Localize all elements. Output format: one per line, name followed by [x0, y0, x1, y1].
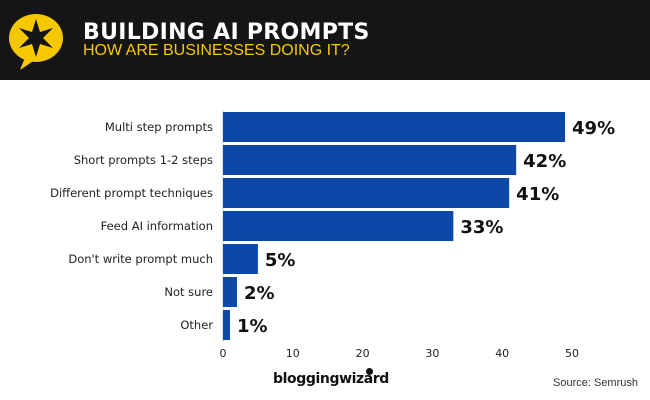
- category-label: Not sure: [164, 285, 213, 299]
- data-label: 41%: [516, 184, 559, 205]
- chart-subtitle: HOW ARE BUSINESSES DOING IT?: [83, 42, 350, 59]
- data-label: 1%: [237, 316, 268, 337]
- bar: [223, 277, 237, 307]
- x-tick-label: 40: [495, 347, 509, 360]
- x-tick-label: 50: [565, 347, 579, 360]
- bar: [223, 145, 517, 175]
- category-label: Don't write prompt much: [68, 252, 213, 266]
- x-tick-label: 20: [356, 347, 370, 360]
- category-label: Short prompts 1-2 steps: [74, 153, 213, 167]
- bar-chart: Multi step prompts 49% Short prompts 1-2 s…: [50, 110, 615, 360]
- x-tick-label: 30: [425, 347, 439, 360]
- chart-title: BUILDING AI PROMPTS: [83, 20, 370, 45]
- category-label: Multi step prompts: [105, 120, 213, 134]
- bar: [223, 178, 510, 208]
- x-tick-label: 10: [286, 347, 300, 360]
- bar: [223, 211, 454, 241]
- bar: [223, 244, 258, 274]
- data-label: 2%: [244, 283, 275, 304]
- header-banner: BUILDING AI PROMPTS HOW ARE BUSINESSES D…: [0, 0, 650, 80]
- x-tick-label: 0: [220, 347, 227, 360]
- data-label: 5%: [265, 250, 296, 271]
- bar: [223, 112, 566, 142]
- data-label: 42%: [523, 151, 566, 172]
- category-label: Other: [180, 318, 213, 332]
- category-label: Different prompt techniques: [50, 186, 213, 200]
- data-label: 49%: [572, 118, 615, 139]
- category-label: Feed AI information: [101, 219, 213, 233]
- source-note: Source: Semrush: [553, 377, 638, 389]
- star-speech-bubble-icon: [9, 14, 63, 70]
- data-label: 33%: [460, 217, 503, 238]
- brand-logo: bloggingwizard: [273, 371, 389, 387]
- brand-logo-mark: [366, 368, 373, 375]
- bar: [223, 310, 230, 340]
